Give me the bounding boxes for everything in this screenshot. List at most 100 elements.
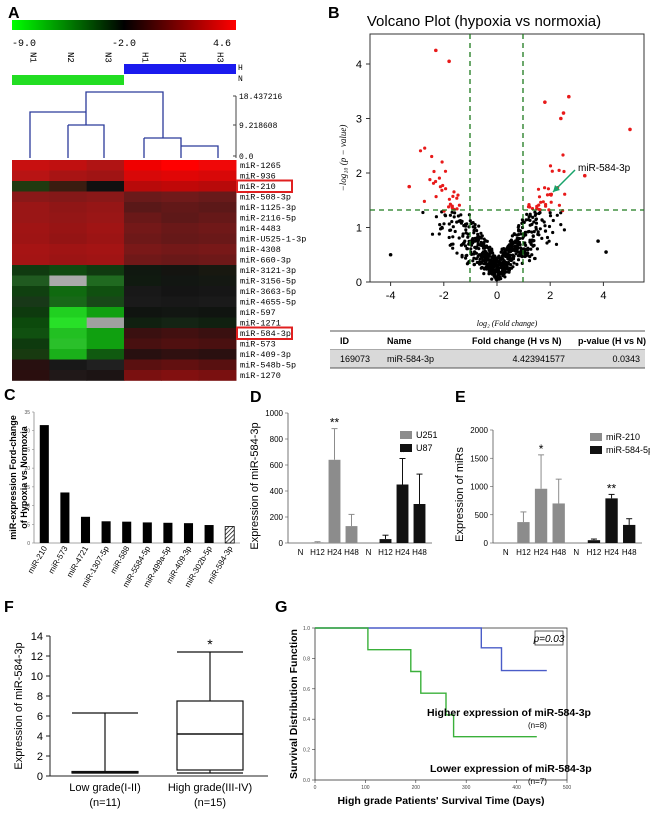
volcano-point — [533, 256, 537, 261]
volcano-point — [537, 195, 542, 199]
heatmap-cell — [161, 265, 200, 276]
heatmap-cell — [12, 307, 50, 318]
volcano-point — [535, 247, 540, 251]
volcano-point — [428, 178, 432, 182]
x-category-label: H12 — [378, 548, 393, 557]
heatmap-cell — [12, 223, 50, 234]
volcano-point — [474, 251, 478, 255]
mir584-timecourse-panel: 0 200 400 600 800 1000 Expression of miR-584-3… — [249, 409, 438, 557]
ytick: 1000 — [470, 483, 488, 492]
dendro-tick-top: 18.437216 — [239, 93, 282, 102]
volcano-point — [422, 199, 426, 203]
volcano-point — [523, 247, 527, 251]
c-bar — [101, 521, 111, 543]
volcano-point — [464, 228, 468, 232]
volcano-point — [523, 230, 527, 234]
volcano-point — [447, 59, 451, 64]
heatmap-cell — [198, 296, 237, 308]
heatmap-cell — [12, 265, 50, 276]
heatmap-cell — [86, 359, 125, 371]
volcano-point — [448, 213, 452, 217]
volcano-point — [455, 196, 459, 200]
volcano-point — [528, 218, 532, 222]
heatmap-cell — [161, 160, 200, 171]
volcano-point — [491, 271, 495, 275]
volcano-point — [449, 228, 453, 232]
volcano-point — [512, 232, 516, 237]
volcano-point — [388, 252, 393, 257]
normoxia-group-bar — [12, 75, 124, 85]
heatmap-cell — [49, 296, 88, 308]
volcano-point — [530, 230, 534, 234]
heatmap-cell — [86, 181, 125, 192]
heatmap-cell — [161, 370, 200, 381]
volcano-point — [472, 256, 476, 260]
volcano-point — [561, 111, 566, 115]
significance-mark: * — [539, 442, 544, 456]
volcano-point — [528, 240, 532, 244]
legend-swatch — [400, 431, 412, 439]
volcano-point — [515, 245, 519, 249]
ytick: 0 — [279, 539, 284, 548]
volcano-point — [534, 217, 539, 221]
volcano-point — [550, 169, 554, 173]
c-bar — [122, 521, 132, 543]
volcano-point — [431, 181, 436, 185]
volcano-point — [444, 187, 448, 191]
volcano-point — [537, 203, 541, 207]
heatmap-cell — [123, 170, 162, 182]
heatmap-row-label: miR-548b-5p — [240, 361, 296, 371]
volcano-point — [507, 243, 511, 247]
heatmap-cell — [86, 265, 125, 276]
volcano-point — [453, 211, 457, 215]
significance-mark: ** — [607, 481, 617, 495]
grade-boxplot-panel: 0 2 4 6 8 10 12 14 Expression of miR-584-3p Low g… — [13, 631, 268, 809]
heatmap-column-label: N3 — [102, 52, 112, 63]
volcano-point — [509, 263, 513, 267]
heatmap-cell — [12, 170, 50, 182]
f-box — [176, 700, 244, 771]
volcano-point — [455, 251, 459, 255]
heatmap-cell — [49, 223, 88, 234]
heatmap-cell — [161, 233, 200, 245]
panel-label-f: F — [4, 599, 14, 616]
x-category-label: H48 — [551, 548, 566, 557]
x-category-label: H24 — [604, 548, 619, 557]
volcano-point — [474, 257, 478, 261]
g-xtick: 0 — [314, 785, 317, 791]
heatmap-row-label: miR-4483 — [240, 224, 281, 234]
volcano-point — [531, 234, 535, 238]
heatmap-cell — [86, 349, 125, 360]
heatmap-cell — [86, 317, 125, 329]
volcano-point — [486, 265, 491, 269]
volcano-point — [530, 253, 534, 257]
heatmap-column-label: H1 — [140, 52, 150, 63]
volcano-point — [535, 206, 539, 210]
volcano-point — [443, 169, 448, 173]
ytick: 1500 — [470, 454, 488, 463]
volcano-point — [516, 225, 520, 229]
volcano-point — [543, 229, 548, 233]
heatmap-cell — [161, 349, 200, 360]
c-ytick: 0 — [27, 541, 30, 547]
heatmap-cell — [198, 317, 237, 329]
volcano-point — [551, 230, 555, 235]
heatmap-cell — [86, 296, 125, 308]
volcano-point — [460, 243, 464, 247]
volcano-point — [501, 271, 505, 276]
volcano-point — [516, 254, 521, 258]
heatmap-row-label: miR-4655-5p — [240, 298, 296, 308]
x-category-label: N — [298, 548, 304, 557]
bar — [587, 540, 601, 543]
volcano-point — [511, 265, 515, 269]
volcano-point — [452, 190, 456, 194]
g-ytick: 0.2 — [303, 748, 310, 754]
heatmap-cell — [86, 338, 125, 350]
heatmap-cell — [198, 265, 237, 276]
heatmap-cell — [86, 275, 125, 287]
volcano-point — [465, 253, 469, 257]
g-legend-lower-n: (n=7) — [528, 777, 547, 786]
volcano-point — [451, 246, 455, 250]
dendro-tick-bottom: 0.0 — [239, 153, 254, 162]
volcano-point — [488, 263, 492, 267]
